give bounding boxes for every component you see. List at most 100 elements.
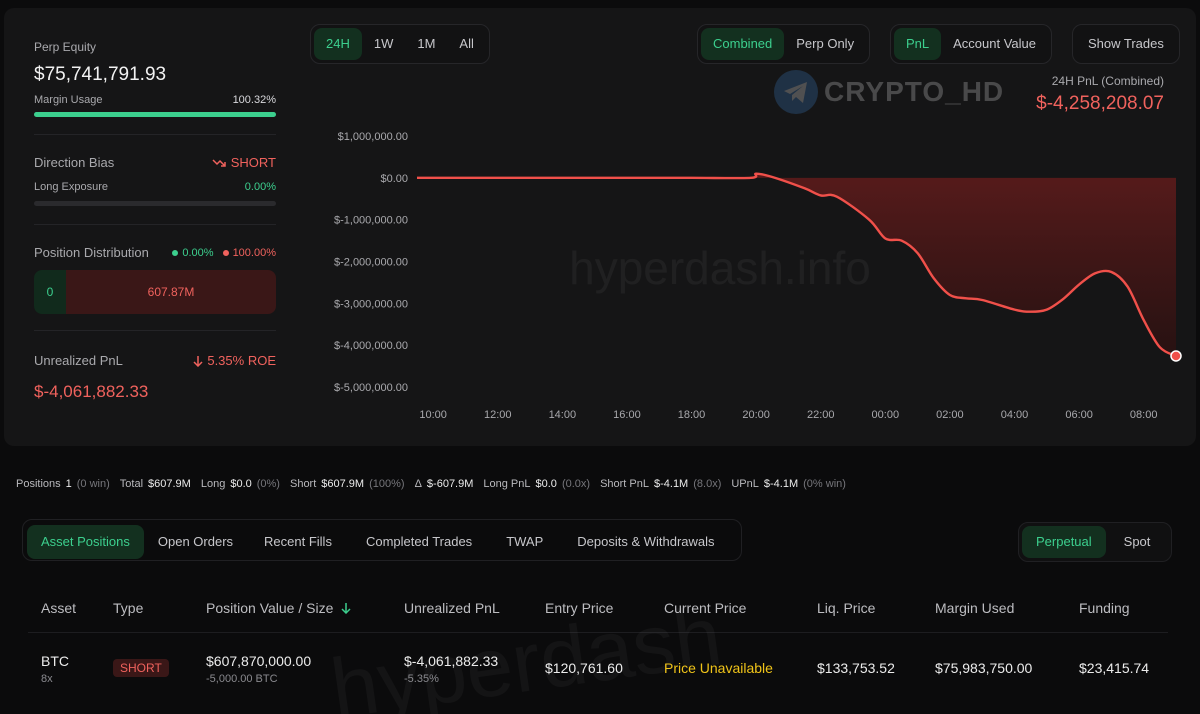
roe-value: 5.35% ROE (207, 353, 276, 368)
range-24h-button[interactable]: 24H (314, 28, 362, 60)
direction-bias-label: Direction Bias (34, 155, 115, 170)
stat-item: Δ $-607.9M (415, 478, 474, 490)
short-badge: SHORT (113, 659, 169, 677)
stat-key: Short (289, 478, 317, 490)
stat-value: $-4.1M (763, 478, 799, 490)
distribution-bar: 0 607.87M (34, 270, 276, 314)
range-1w-button[interactable]: 1W (373, 36, 394, 51)
roe-badge: 5.35% ROE (193, 353, 276, 368)
sort-desc-icon (341, 603, 351, 614)
stat-note: (100%) (369, 478, 405, 490)
perpetual-button[interactable]: Perpetual (1022, 526, 1106, 558)
stat-note: (8.0x) (693, 478, 722, 490)
margin-usage-label: Margin Usage (34, 94, 103, 106)
range-1m-button[interactable]: 1M (417, 36, 436, 51)
stat-item: UPnL $-4.1M (0% win) (731, 478, 846, 490)
long-exposure-label: Long Exposure (34, 181, 108, 193)
mode-selector: Combined Perp Only (697, 24, 871, 64)
y-tick-label: $-5,000,000.00 (334, 382, 408, 394)
col-entry-price: Entry Price (545, 600, 614, 616)
col-type: Type (113, 600, 144, 616)
stat-item: Short PnL $-4.1M (8.0x) (600, 478, 721, 490)
col-asset: Asset (41, 600, 77, 616)
current-price: Price Unavailable (664, 660, 773, 676)
stat-note: (0%) (256, 478, 280, 490)
asset-symbol: BTC (41, 653, 69, 669)
tab-recent-fills[interactable]: Recent Fills (264, 534, 332, 549)
stat-item: Positions 1 (0 win) (16, 478, 110, 490)
combined-button[interactable]: Combined (701, 28, 785, 60)
y-tick-label: $1,000,000.00 (338, 131, 408, 143)
entry-price: $120,761.60 (545, 660, 623, 676)
stat-value: $-607.9M (426, 478, 474, 490)
col-funding: Funding (1079, 600, 1130, 616)
spot-button[interactable]: Spot (1123, 534, 1151, 549)
market-selector: Perpetual Spot (1018, 522, 1173, 562)
pnl-button[interactable]: PnL (894, 28, 942, 60)
telegram-icon (774, 70, 818, 114)
stat-key: Total (119, 478, 144, 490)
show-trades-button[interactable]: Show Trades (1088, 36, 1164, 51)
distribution-long-pct: 0.00% (182, 246, 214, 259)
position-value: $607,870,000.00 (206, 653, 312, 669)
x-tick-label: 06:00 (1065, 409, 1093, 421)
long-exposure-value: 0.00% (244, 181, 276, 193)
tab-asset-positions[interactable]: Asset Positions (27, 525, 144, 559)
arrow-down-icon (193, 355, 203, 367)
tab-open-orders[interactable]: Open Orders (157, 534, 234, 549)
tab-completed-trades[interactable]: Completed Trades (365, 534, 473, 549)
direction-bias-value: SHORT (230, 155, 276, 170)
brand-watermark: CRYPTO_HD (774, 70, 1004, 114)
perp-only-button[interactable]: Perp Only (796, 36, 855, 51)
stat-value: $0.0 (535, 478, 557, 490)
table-header-divider (28, 632, 1168, 633)
pnl-chart: $1,000,000.00 $0.00 $-1,000,000.00 $-2,000,… (334, 131, 1182, 421)
x-tick-label: 16:00 (613, 409, 641, 421)
range-all-button[interactable]: All (459, 36, 474, 51)
stat-value: $607.9M (321, 478, 365, 490)
x-tick-label: 00:00 (872, 409, 900, 421)
stat-key: Positions (16, 478, 61, 490)
trending-down-icon (212, 158, 226, 167)
account-value-button[interactable]: Account Value (953, 36, 1037, 51)
show-trades-group: Show Trades (1072, 24, 1180, 64)
positions-tabs: Asset Positions Open Orders Recent Fills… (24, 522, 735, 562)
col-position-value-label: Position Value / Size (206, 600, 334, 616)
stat-value: $0.0 (230, 478, 252, 490)
position-size: -5,000.00 BTC (206, 673, 278, 685)
col-margin-used: Margin Used (935, 600, 1015, 616)
stat-item: Total $607.9M (120, 478, 191, 490)
y-tick-label: $-1,000,000.00 (334, 215, 408, 227)
distribution-short-segment: 607.87M (66, 270, 276, 314)
pnl-header-value: $-4,258,208.07 (1036, 93, 1164, 114)
margin-usage-fill (34, 112, 276, 117)
stat-note: (0 win) (76, 478, 110, 490)
perp-equity-value: $75,741,791.93 (34, 64, 167, 85)
row-unrealized-pnl-pct: -5.35% (404, 673, 439, 685)
stat-item: Long PnL $0.0 (0.0x) (483, 478, 590, 490)
brand-watermark-text: CRYPTO_HD (824, 76, 1005, 107)
overview-panel: Perp Equity $75,741,791.93 Margin Usage … (4, 8, 1196, 446)
asset-leverage: 8x (41, 673, 53, 685)
stat-item: Short $607.9M (100%) (290, 478, 405, 490)
x-tick-label: 08:00 (1130, 409, 1158, 421)
pnl-header-label: 24H PnL (Combined) (1051, 74, 1164, 88)
margin-used: $75,983,750.00 (935, 660, 1033, 676)
y-tick-label: $0.00 (380, 173, 408, 185)
distribution-long-segment: 0 (34, 270, 66, 314)
stat-key: UPnL (731, 478, 759, 490)
tab-deposits-withdrawals[interactable]: Deposits & Withdrawals (577, 534, 715, 549)
long-dot-icon (172, 249, 179, 256)
stat-value: 1 (65, 478, 72, 490)
stat-key: Short PnL (600, 478, 649, 490)
x-tick-label: 14:00 (549, 409, 577, 421)
x-tick-label: 12:00 (484, 409, 512, 421)
x-tick-label: 22:00 (807, 409, 835, 421)
direction-bias-badge: SHORT (212, 155, 276, 170)
long-exposure-bar (34, 201, 276, 206)
margin-usage-value: 100.32% (232, 94, 276, 106)
metric-selector: PnL Account Value (890, 24, 1053, 64)
col-position-value[interactable]: Position Value / Size (206, 600, 351, 616)
perp-equity-label: Perp Equity (34, 40, 97, 54)
tab-twap[interactable]: TWAP (506, 534, 544, 549)
